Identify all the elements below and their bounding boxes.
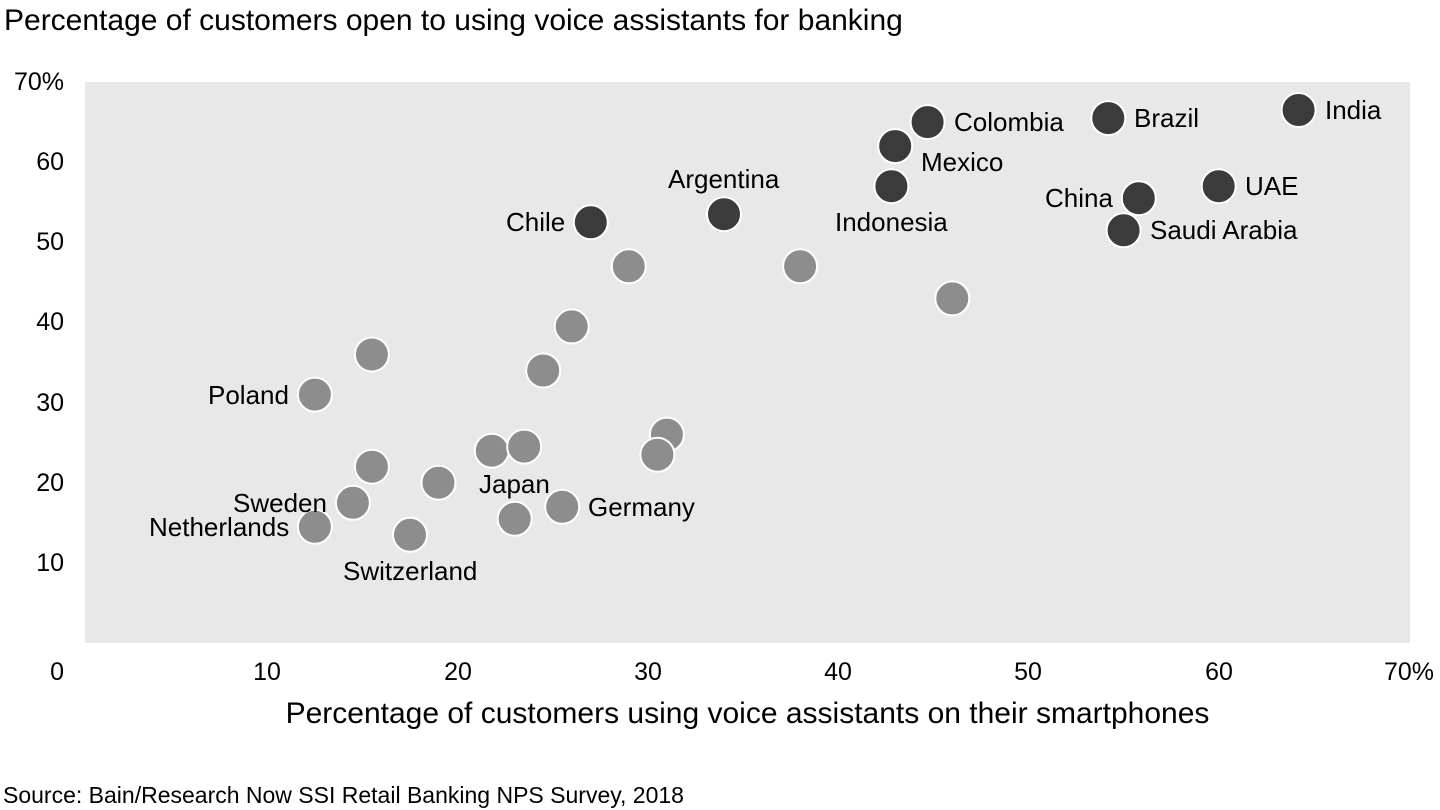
bubble-uae	[1200, 168, 1237, 205]
bubble-colombia	[909, 104, 946, 141]
country-label-india: India	[1325, 95, 1382, 125]
bubble-netherlands	[296, 508, 333, 545]
bubble-chile	[572, 204, 609, 241]
bubble-unlabeled	[934, 280, 971, 317]
plot-area	[85, 82, 1410, 643]
bubble-unlabeled	[553, 308, 590, 345]
country-label-saudi-arabia: Saudi Arabia	[1150, 215, 1298, 245]
bubble-mexico	[877, 128, 914, 165]
chart-title: Percentage of customers open to using vo…	[4, 4, 903, 37]
y-tick-label-10: 10	[36, 549, 64, 577]
x-tick-label-60: 60	[1205, 658, 1233, 686]
country-label-china: China	[1045, 183, 1113, 213]
bubble-unlabeled	[525, 352, 562, 389]
bubble-india	[1280, 92, 1317, 128]
y-tick-label-30: 30	[36, 389, 64, 417]
country-label-brazil: Brazil	[1134, 103, 1200, 133]
bubble-poland	[296, 376, 333, 413]
y-tick-label-60: 60	[36, 148, 64, 176]
country-label-mexico: Mexico	[921, 147, 1004, 177]
y-tick-label-40: 40	[36, 308, 64, 336]
bubble-unlabeled	[506, 428, 543, 465]
bubble-japan	[496, 500, 533, 537]
bubble-brazil	[1090, 100, 1127, 137]
bubble-unlabeled	[420, 464, 457, 501]
country-label-sweden: Sweden	[233, 488, 327, 518]
bubble-unlabeled	[353, 448, 390, 485]
bubble-sweden	[334, 484, 371, 521]
bubble-unlabeled	[610, 248, 647, 285]
bubble-germany	[544, 488, 581, 525]
bubble-argentina	[706, 196, 742, 233]
y-tick-label-70: 70%	[13, 68, 64, 96]
bubble-china	[1120, 180, 1157, 217]
country-label-switzerland: Switzerland	[343, 556, 478, 586]
country-label-uae: UAE	[1245, 171, 1299, 201]
country-label-poland: Poland	[208, 380, 289, 410]
x-axis-title: Percentage of customers using voice assi…	[285, 697, 1210, 730]
country-label-germany: Germany	[588, 492, 695, 522]
x-tick-label-40: 40	[824, 658, 852, 686]
bubble-unlabeled	[639, 436, 676, 473]
country-label-netherlands: Netherlands	[149, 512, 290, 542]
x-tick-label-30: 30	[634, 658, 662, 686]
bubble-saudi-arabia	[1105, 212, 1142, 249]
x-tick-label-70: 70%	[1383, 658, 1435, 686]
bubble-switzerland	[392, 516, 428, 553]
bubble-unlabeled	[782, 248, 819, 285]
country-label-japan: Japan	[479, 469, 550, 499]
x-tick-label-10: 10	[253, 658, 281, 686]
x-tick-label-20: 20	[444, 658, 472, 686]
y-tick-label-0: 0	[50, 658, 64, 686]
y-tick-label-20: 20	[36, 469, 64, 497]
source-note: Source: Bain/Research Now SSI Retail Ban…	[3, 782, 684, 808]
bubble-unlabeled	[473, 432, 510, 469]
country-label-colombia: Colombia	[954, 107, 1064, 137]
country-label-chile: Chile	[506, 207, 566, 237]
y-tick-label-50: 50	[36, 228, 64, 256]
country-label-indonesia: Indonesia	[835, 207, 948, 237]
country-label-argentina: Argentina	[668, 164, 780, 194]
x-tick-label-50: 50	[1014, 658, 1042, 686]
bubble-indonesia	[873, 168, 910, 205]
bubble-unlabeled	[353, 336, 390, 373]
